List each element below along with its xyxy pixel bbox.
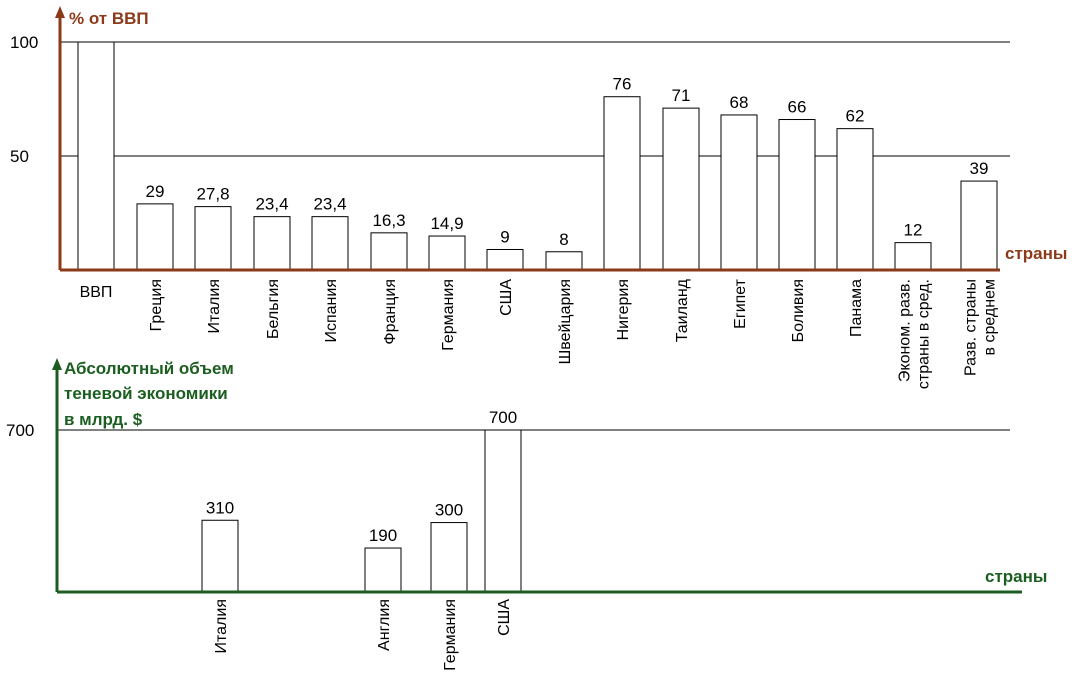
- bar-таиланд: [662, 107, 700, 271]
- bar-франция: [370, 232, 408, 271]
- bar-швейцария: [545, 251, 583, 271]
- category-label: Англия: [376, 599, 393, 651]
- bar-боливия: [778, 119, 816, 271]
- value-label: 29: [146, 182, 165, 201]
- value-label: 190: [369, 526, 397, 545]
- category-label: Нигерия: [615, 279, 632, 340]
- category-label: США: [496, 599, 513, 636]
- category-label: Боливия: [790, 279, 807, 342]
- bottom-category-labels: Италия Англия Германия США: [213, 599, 513, 671]
- value-label: 310: [206, 498, 234, 517]
- top-y-axis-arrow: [55, 6, 65, 18]
- category-label: США: [498, 279, 515, 316]
- bottom-y-ticks: 700: [6, 421, 34, 440]
- bar-панама: [836, 128, 874, 271]
- top-x-axis-title: страны: [1005, 244, 1067, 263]
- category-label: Эконом. разв.: [897, 279, 914, 382]
- bar-бельгия: [253, 216, 291, 271]
- bar-англия: [364, 547, 402, 593]
- value-label: 62: [846, 107, 865, 126]
- bar-сша: [484, 429, 522, 593]
- bar-египет: [720, 114, 758, 271]
- category-label: Германия: [442, 599, 459, 671]
- category-label: Греция: [148, 279, 165, 331]
- value-label: 12: [904, 221, 923, 240]
- value-label: 14,9: [430, 214, 463, 233]
- category-label: Разв. страны: [963, 279, 980, 376]
- category-label: Италия: [213, 599, 230, 653]
- bar-германия: [428, 235, 466, 271]
- bar-италия: [201, 519, 239, 593]
- y-tick-label: 50: [10, 147, 29, 166]
- bar-италия: [194, 206, 232, 271]
- value-label: 9: [500, 227, 509, 246]
- value-label: 16,3: [372, 211, 405, 230]
- bar-нигерия: [603, 96, 641, 271]
- top-value-labels: 29 27,8 23,4 23,4 16,3 14,9 9 8 76 71 68 66 62 12 39: [146, 75, 989, 249]
- value-label: 66: [788, 98, 807, 117]
- category-label: Италия: [206, 279, 223, 333]
- bar-сша: [486, 248, 524, 271]
- bottom-x-axis-title: страны: [985, 567, 1047, 586]
- y-tick-label: 700: [6, 421, 34, 440]
- category-label: ВВП: [80, 284, 113, 301]
- value-label: 39: [970, 159, 989, 178]
- category-label: в среднем: [982, 279, 999, 355]
- bar-ввп: [77, 41, 115, 271]
- bottom-y-axis-title-line-3: в млрд. $: [64, 410, 143, 429]
- category-label: Египет: [732, 278, 749, 328]
- category-label: Панама: [848, 279, 865, 337]
- bar-испания: [311, 216, 349, 271]
- category-label: Франция: [382, 279, 399, 345]
- value-label: 76: [613, 75, 632, 94]
- top-bars: [77, 41, 998, 271]
- value-label: 71: [672, 86, 691, 105]
- top-category-labels: ВВП Греция Италия Бельгия Испания Франция Герм…: [80, 278, 999, 389]
- bar-разв-страны-в-среднем: [960, 180, 998, 271]
- bottom-y-axis-title-line-1: Абсолютный объем: [64, 359, 234, 378]
- category-label: Швейцария: [557, 279, 574, 364]
- value-label: 300: [435, 501, 463, 520]
- bottom-value-labels: 310 190 300 700: [206, 408, 517, 545]
- value-label: 700: [489, 408, 517, 427]
- category-label: Бельгия: [265, 279, 282, 339]
- value-label: 27,8: [196, 185, 229, 204]
- bar-германия: [430, 522, 468, 593]
- bar-греция: [136, 203, 174, 271]
- top-y-ticks: 50 100: [10, 33, 38, 166]
- top-y-axis-title: % от ВВП: [69, 9, 149, 28]
- bottom-y-axis-arrow: [52, 358, 62, 370]
- bottom-y-axis-title-line-2: теневой экономики: [64, 384, 228, 403]
- category-label: Таиланд: [674, 278, 691, 342]
- bottom-bars: [201, 429, 522, 593]
- bar-эконом-разв-страны-в-сред: [894, 242, 932, 271]
- category-label: Германия: [440, 279, 457, 351]
- value-label: 68: [730, 93, 749, 112]
- bottom-chart-absolute-volume: 700 310 190 300 700 Италия Англия Германия США…: [6, 358, 1047, 671]
- value-label: 8: [559, 230, 568, 249]
- y-tick-label: 100: [10, 33, 38, 52]
- top-chart-gdp-share: 50 100 29 27,8 23,4 23,4 16,3 14,9 9 8 76 71 68 66 62…: [10, 6, 1067, 389]
- value-label: 23,4: [313, 195, 346, 214]
- category-label: Испания: [323, 279, 340, 343]
- value-label: 23,4: [255, 195, 288, 214]
- category-label: страны в сред.: [916, 279, 933, 389]
